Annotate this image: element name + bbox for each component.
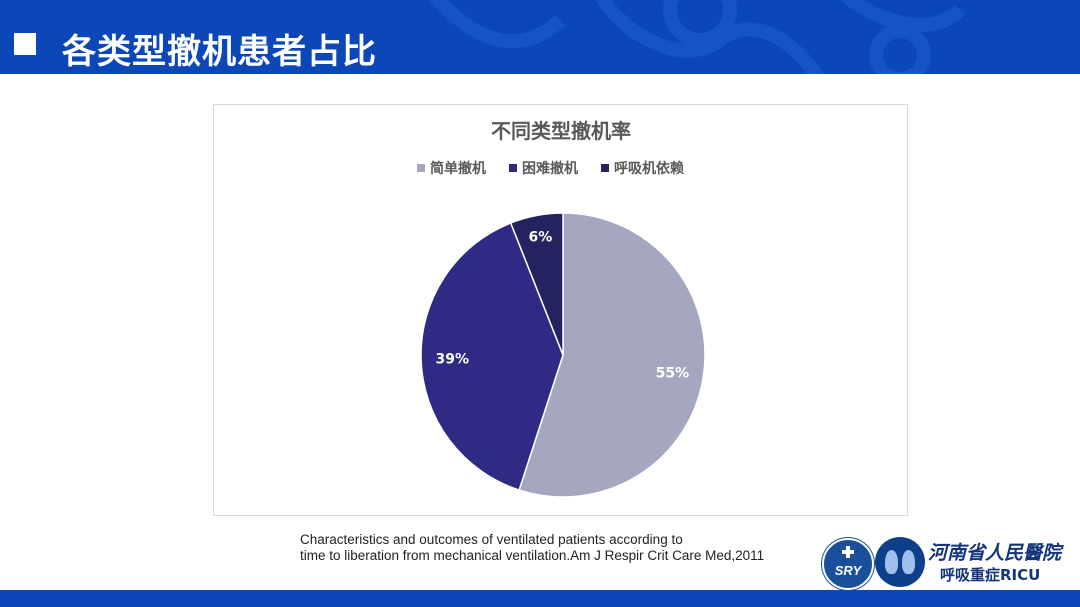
pie-data-label-1: 55% (656, 365, 690, 381)
citation: Characteristics and outcomes of ventilat… (300, 532, 840, 564)
lung-icon-left (885, 550, 898, 574)
hospital-name: 河南省人民醫院 (928, 542, 1062, 564)
footer-bar (0, 590, 1080, 607)
citation-line-2: time to liberation from mechanical venti… (300, 548, 765, 563)
pie-slice-2 (420, 221, 564, 491)
title-bullet (14, 33, 36, 55)
chart-legend: 简单撤机 困难撤机 呼吸机依赖 (417, 160, 684, 177)
slide-title: 各类型撤机患者占比 (62, 32, 377, 72)
legend-label-3: 呼吸机依赖 (614, 160, 684, 177)
medical-cross-icon (842, 546, 854, 558)
legend-swatch-3 (601, 164, 609, 172)
ricu-lung-logo (876, 538, 924, 586)
sry-logo: SRY (822, 538, 874, 590)
lung-icon-right (902, 550, 915, 574)
chart-title: 不同类型撤机率 (491, 119, 631, 143)
pie-data-labels: 55% 39% 6% (436, 229, 690, 381)
pie-slice-3 (509, 212, 564, 356)
pie-chart: 不同类型撤机率 简单撤机 困难撤机 呼吸机依赖 55% 39% 6% (417, 119, 706, 498)
slide-header: 各类型撤机患者占比 (0, 0, 1080, 74)
legend-swatch-2 (509, 164, 517, 172)
department-name: 呼吸重症RICU (940, 566, 1041, 584)
hospital-logos: SRY 河南省人民醫院 呼吸重症RICU (818, 534, 1080, 592)
legend-swatch-1 (417, 164, 425, 172)
legend-label-2: 困难撤机 (522, 160, 578, 177)
pie-data-label-3: 6% (528, 229, 552, 245)
legend-label-1: 简单撤机 (430, 160, 486, 177)
pie-slices (420, 212, 706, 498)
sry-logo-text: SRY (834, 563, 862, 578)
chart-frame: 不同类型撤机率 简单撤机 困难撤机 呼吸机依赖 55% 39% 6% (213, 104, 908, 516)
citation-line-1: Characteristics and outcomes of ventilat… (300, 532, 683, 547)
pie-slice-1 (518, 212, 706, 498)
header-decoration (429, 0, 965, 74)
pie-data-label-2: 39% (436, 351, 470, 367)
